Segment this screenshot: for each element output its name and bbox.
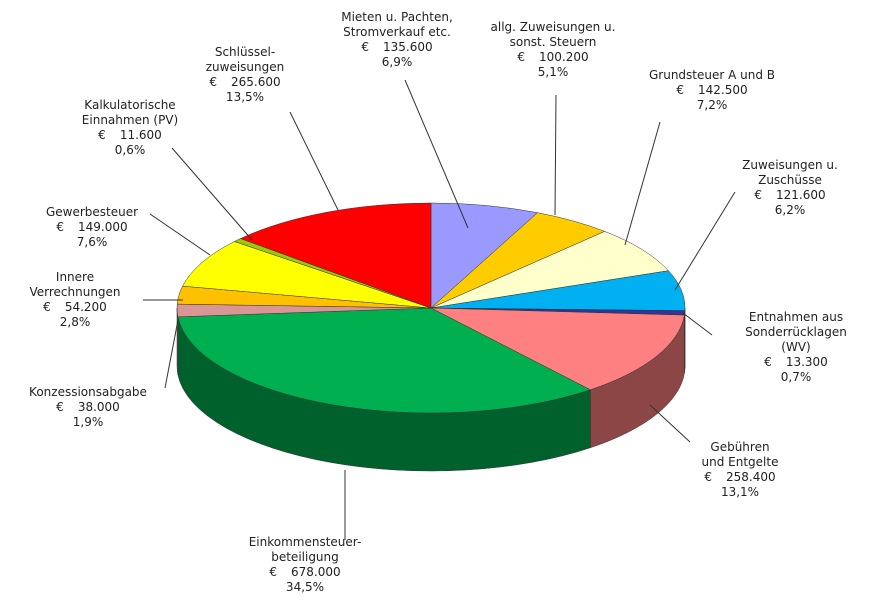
data-label: Zuweisungen u. Zuschüsse €121.600 6,2% [742,158,838,218]
leader-line [682,312,713,336]
currency: € [43,300,51,314]
currency: € [676,83,685,97]
value-label: 11.600 [119,128,162,142]
leader-line [624,121,661,246]
data-label: Innere Verrechnungen €54.200 2,8% [29,270,120,330]
value-row: €13.300 [745,355,847,370]
value-label: 121.600 [776,188,826,202]
percent-label: 6,2% [774,203,806,217]
percent-label: 0,6% [114,143,146,157]
value-row: €11.600 [82,128,178,143]
percent-label: 5,1% [537,65,569,79]
value-row: €678.000 [249,565,362,580]
value-label: 100.200 [539,50,589,64]
percent-label: 13,5% [225,90,265,104]
data-label: Konzessionsabgabe €38.000 1,9% [29,385,147,430]
value-row: €38.000 [29,400,147,415]
percent-label: 7,6% [76,235,108,249]
leader-line [404,79,469,229]
currency: € [98,128,106,142]
slice [177,307,591,414]
percent-label: 6,9% [381,55,413,69]
percent-label: 34,5% [285,580,325,594]
category-label: Grundsteuer A und B [648,68,776,82]
percent-label: 0,7% [780,370,812,384]
data-label: Entnahmen aus Sonderrücklagen (WV) €13.30… [745,310,847,385]
value-label: 38.000 [77,400,120,414]
data-label: Gebühren und Entgelte €258.400 13,1% [702,440,779,500]
slice [430,231,669,309]
percent-label: 1,9% [72,415,104,429]
leader-line [171,147,253,241]
value-label: 135.600 [383,40,433,54]
value-row: €121.600 [742,188,838,203]
value-label: 142.500 [698,83,748,97]
currency: € [209,75,218,89]
category-label: Einkommensteuer- beteiligung [248,535,362,564]
slice [430,307,685,391]
value-row: €149.000 [46,220,138,235]
leader-line [149,213,211,256]
currency: € [269,565,278,579]
value-label: 258.400 [726,470,776,484]
currency: € [517,50,525,64]
value-row: €258.400 [702,470,779,485]
category-label: Entnahmen aus Sonderrücklagen (WV) [745,310,847,354]
leader-line [649,404,691,443]
leader-line [289,111,339,211]
category-label: Innere Verrechnungen [29,270,121,299]
data-label: Grundsteuer A und B €142.500 7,2% [649,68,775,113]
slice [182,241,432,309]
percent-label: 2,8% [59,315,91,329]
leader-line [554,94,557,216]
percent-label: 7,2% [696,98,728,112]
value-label: 13.300 [785,355,828,369]
currency: € [56,400,64,414]
leader-line [164,319,179,389]
percent-label: 13,1% [720,485,760,499]
value-label: 265.600 [231,75,281,89]
value-label: 678.000 [291,565,341,579]
category-label: Zuweisungen u. Zuschüsse [742,158,838,187]
currency: € [764,355,772,369]
data-label: Mieten u. Pachten, Stromverkauf etc. €135… [341,10,453,70]
currency: € [754,188,763,202]
data-label: Gewerbesteuer €149.000 7,6% [46,205,138,250]
value-row: €135.600 [341,40,453,55]
data-label: Einkommensteuer- beteiligung €678.000 34,5… [249,535,362,595]
currency: € [56,220,65,234]
category-label: Gebühren und Entgelte [701,440,779,469]
category-label: Kalkulatorische Einnahmen (PV) [81,98,179,127]
category-label: allg. Zuweisungen u. sonst. Steuern [490,20,616,49]
category-label: Konzessionsabgabe [29,385,147,399]
category-label: Gewerbesteuer [45,205,139,219]
data-label: Schlüssel- zuweisungen €265.600 13,5% [206,45,285,105]
value-row: €265.600 [206,75,285,90]
currency: € [704,470,712,484]
category-label: Mieten u. Pachten, Stromverkauf etc. [341,10,453,39]
value-row: €100.200 [491,50,616,65]
category-label: Schlüssel- zuweisungen [205,45,285,74]
value-label: 149.000 [78,220,128,234]
data-label: allg. Zuweisungen u. sonst. Steuern €100.… [491,20,616,80]
slice [430,202,539,309]
currency: € [361,40,370,54]
value-row: €142.500 [649,83,775,98]
slice [239,202,432,309]
data-label: Kalkulatorische Einnahmen (PV) €11.600 0,6… [82,98,178,158]
value-row: €54.200 [29,300,120,315]
leader-line [674,191,736,291]
slice-side [176,307,179,375]
value-label: 54.200 [64,300,107,314]
